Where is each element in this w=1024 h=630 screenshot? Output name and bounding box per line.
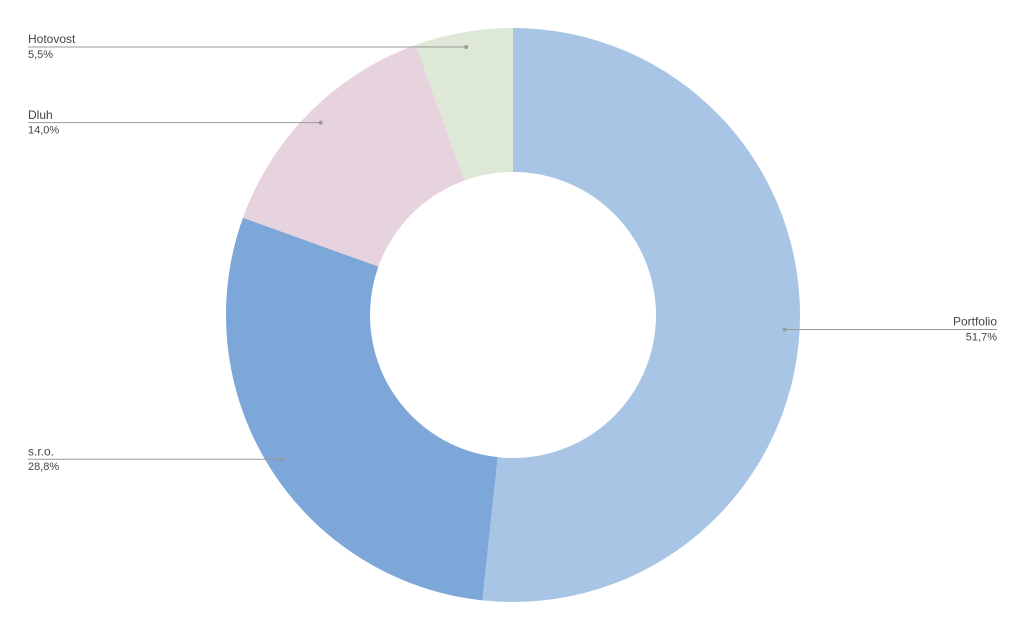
slice-label: Portfolio [953, 315, 997, 329]
slice-value: 51,7% [966, 331, 997, 343]
leader-dot [280, 457, 285, 462]
slice-label: Hotovost [28, 32, 76, 46]
slice-label: Dluh [28, 108, 53, 122]
slice-value: 5,5% [28, 49, 53, 61]
slice-label: s.r.o. [28, 444, 54, 458]
slice [242, 44, 465, 267]
slice [415, 28, 513, 181]
leader-dot [464, 45, 469, 50]
leader-dot [782, 327, 787, 332]
slice-value: 28,8% [28, 461, 59, 473]
leader-dot [318, 120, 323, 125]
slice [225, 217, 498, 601]
slice [482, 28, 801, 602]
slice-value: 14,0% [28, 125, 59, 137]
